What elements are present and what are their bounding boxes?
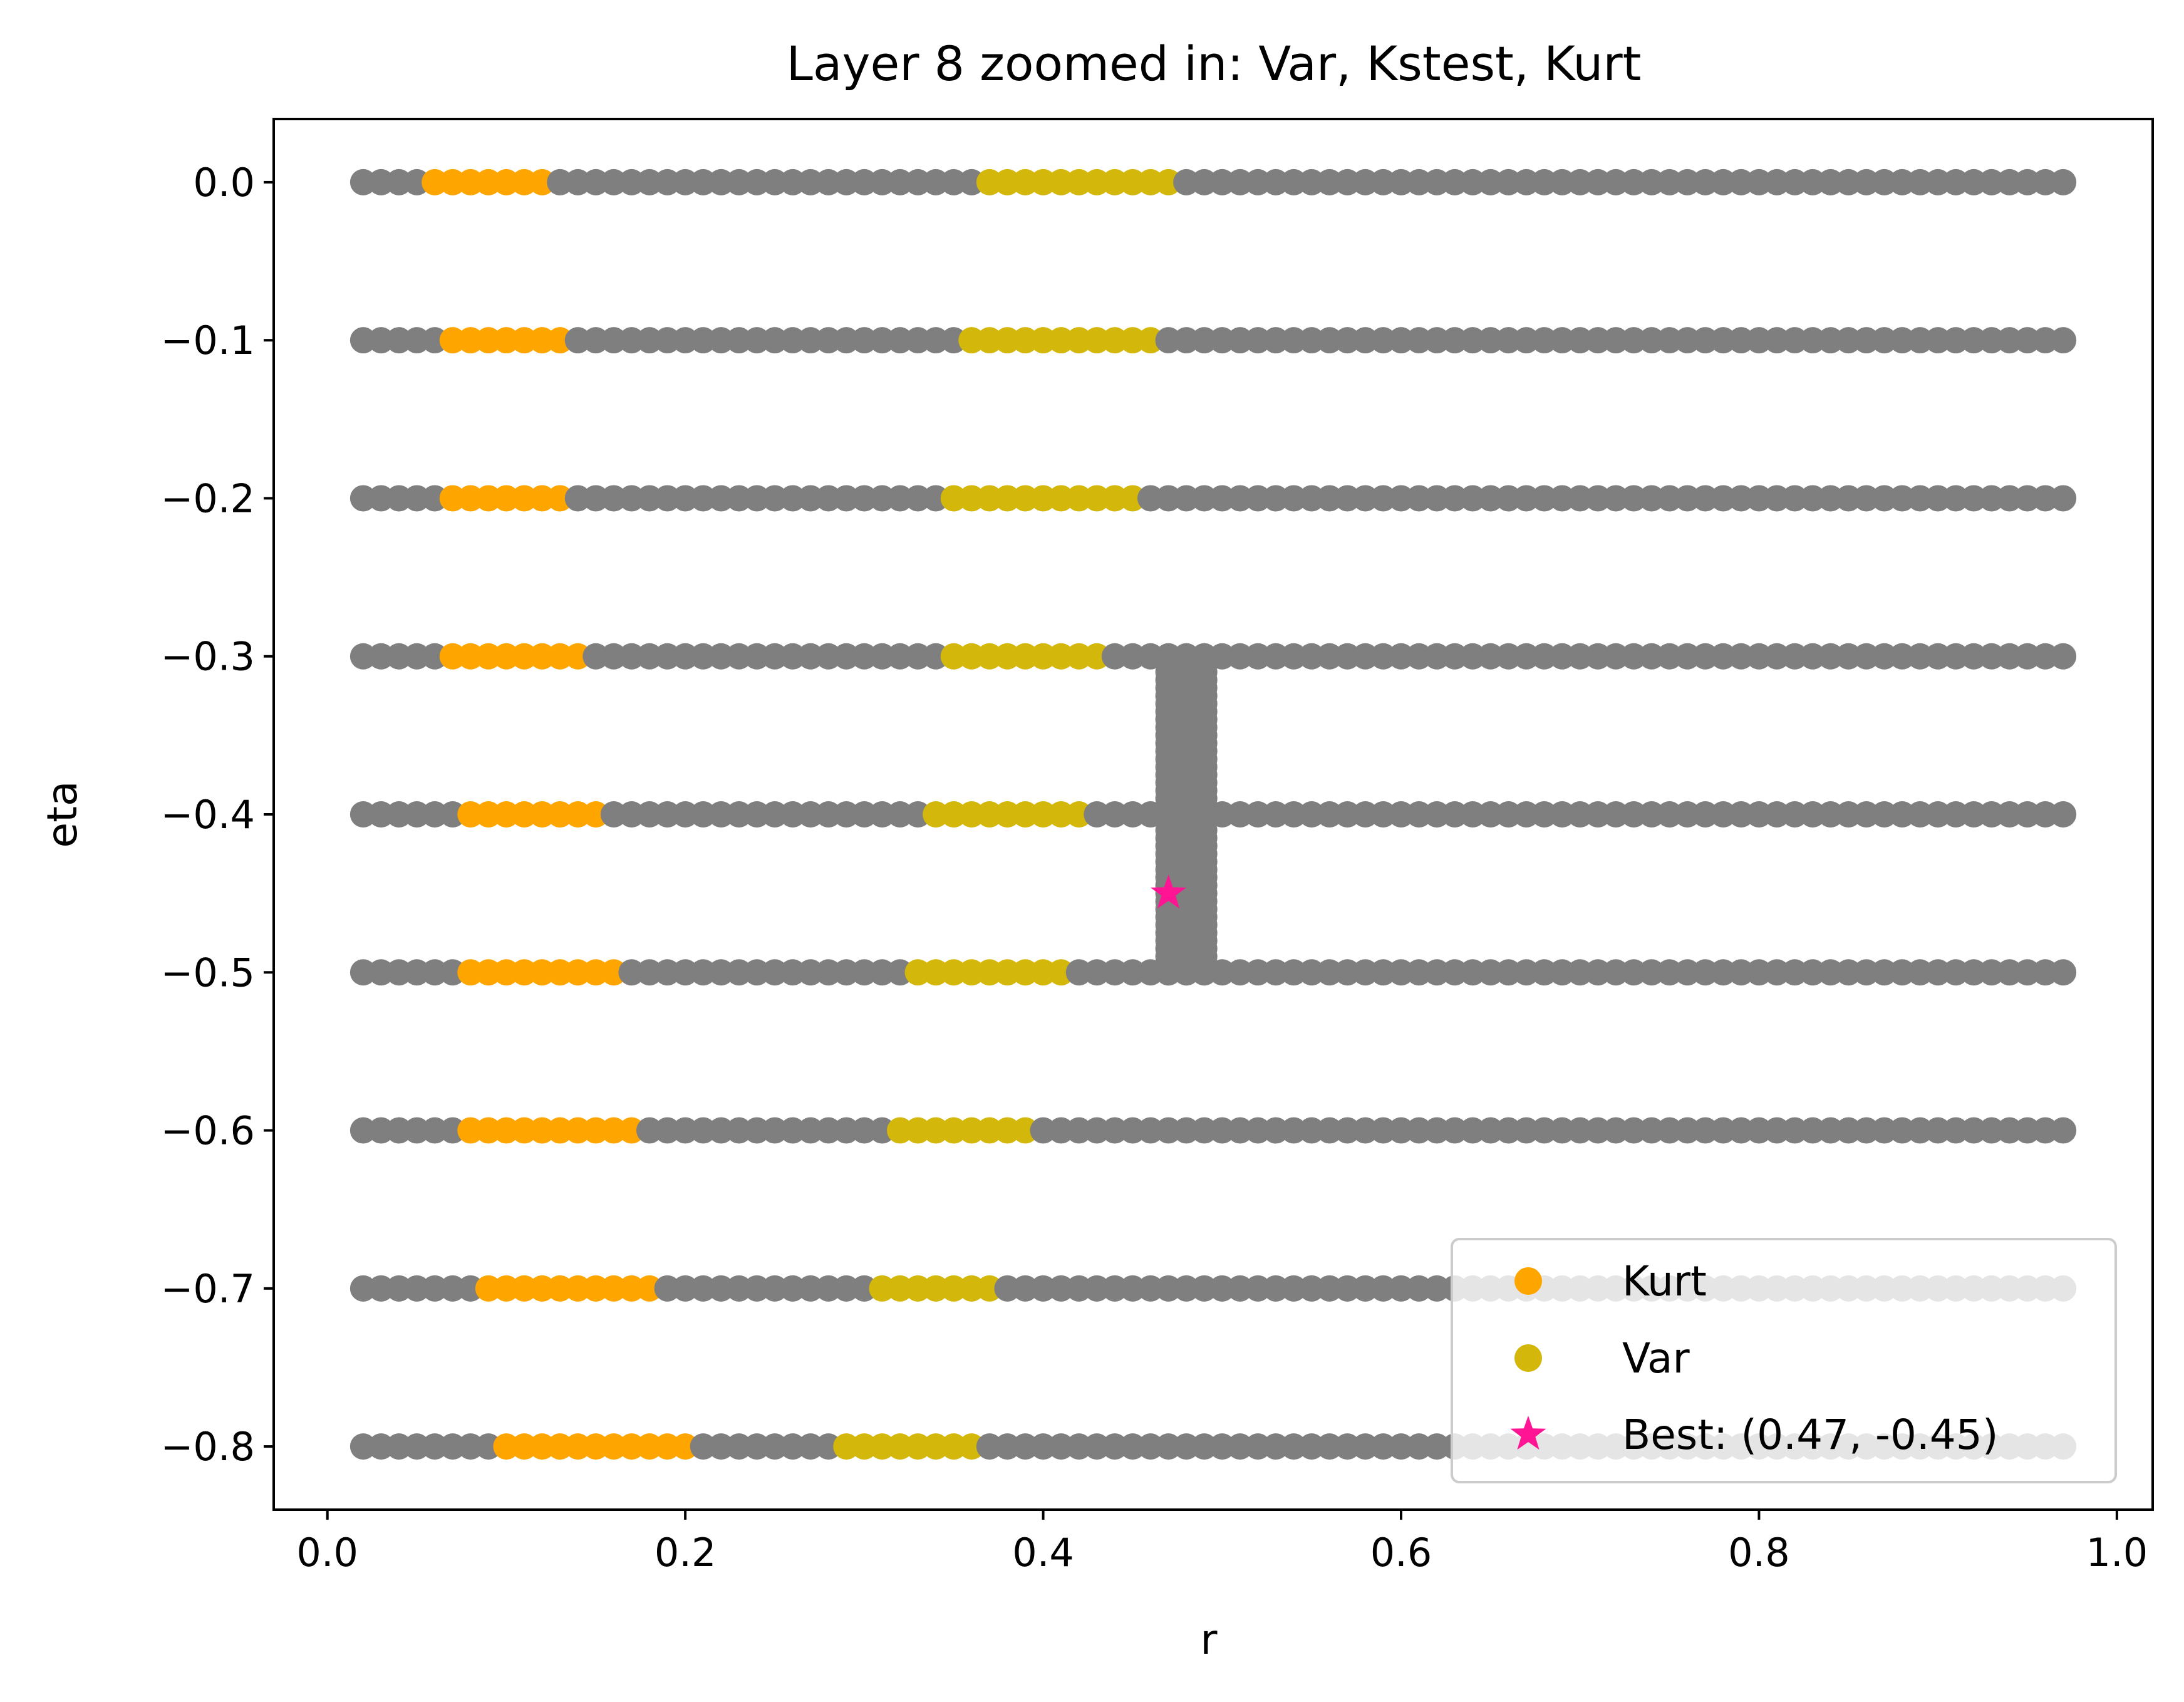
legend: Kurt Var Best: (0.47, -0.45) — [1451, 1238, 2117, 1483]
scatter-point — [2050, 485, 2077, 512]
x-tick-label: 0.8 — [1728, 1530, 1790, 1575]
legend-marker-var — [1514, 1344, 1542, 1372]
x-tick-label: 1.0 — [2086, 1530, 2148, 1575]
legend-marker-kurt — [1514, 1267, 1542, 1295]
y-tick-label: −0.4 — [160, 792, 255, 838]
legend-marker-best-star — [1510, 1416, 1546, 1450]
x-tick-label: 0.4 — [1012, 1530, 1074, 1575]
x-tick-label: 0.0 — [296, 1530, 358, 1575]
y-tick-label: −0.6 — [160, 1108, 255, 1154]
x-tick-label: 0.6 — [1370, 1530, 1432, 1575]
scatter-point — [2050, 801, 2077, 828]
y-axis-label: eta — [38, 781, 86, 848]
scatter-point — [2050, 643, 2077, 670]
x-axis-ticks: 0.0 0.2 0.4 0.6 0.8 1.0 — [296, 1510, 2148, 1575]
best-point-star — [1151, 874, 1187, 909]
y-axis-ticks: 0.0 −0.1 −0.2 −0.3 −0.4 −0.5 −0.6 −0.7 −0.8 — [160, 160, 274, 1470]
y-tick-label: −0.5 — [160, 950, 255, 995]
scatter-point — [2050, 1117, 2077, 1144]
legend-box — [1451, 1238, 2117, 1483]
y-tick-label: −0.1 — [160, 318, 255, 363]
x-axis-label: r — [1200, 1616, 1218, 1664]
y-tick-label: −0.8 — [160, 1424, 255, 1470]
scatter-point — [2050, 959, 2077, 986]
y-tick-label: −0.3 — [160, 634, 255, 680]
y-tick-label: −0.7 — [160, 1266, 255, 1312]
legend-label-best: Best: (0.47, -0.45) — [1622, 1411, 1999, 1459]
legend-label-kurt: Kurt — [1622, 1257, 1707, 1305]
chart-title: Layer 8 zoomed in: Var, Kstest, Kurt — [787, 36, 1642, 91]
scatter-point — [2050, 327, 2077, 354]
x-tick-label: 0.2 — [655, 1530, 717, 1575]
zoom-point — [1191, 643, 1218, 670]
legend-label-var: Var — [1622, 1334, 1690, 1383]
y-tick-label: 0.0 — [193, 160, 255, 205]
scatter-point — [2050, 169, 2077, 195]
y-tick-label: −0.2 — [160, 475, 255, 521]
